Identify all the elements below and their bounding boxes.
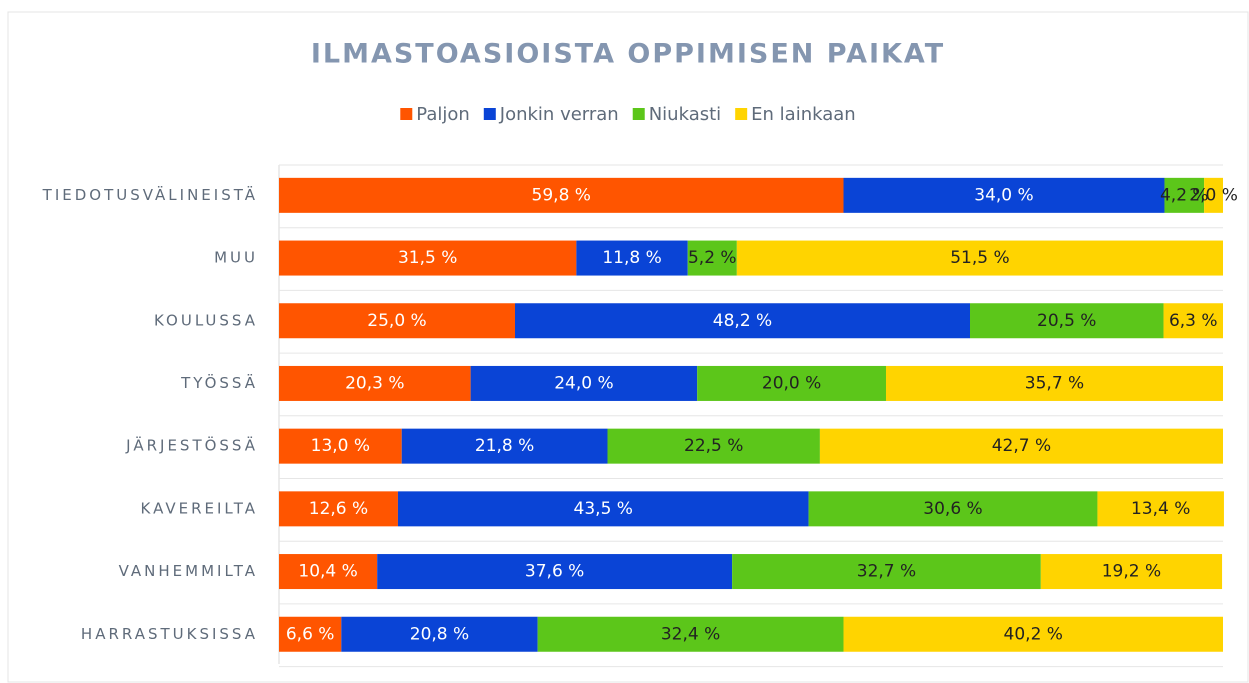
y-tick-label: KOULUSSA (154, 311, 258, 329)
legend-label: Jonkin verran (499, 104, 619, 125)
legend-item: Paljon (400, 104, 470, 125)
bar-segment (279, 616, 342, 652)
bar-segment (607, 428, 820, 464)
bar-segment (397, 491, 809, 527)
chart-title: ILMASTOASIOISTA OPPIMISEN PAIKAT (311, 39, 945, 70)
y-tick-label: HARRASTUKSISSA (81, 625, 258, 643)
y-tick-label: TYÖSSÄ (180, 373, 258, 392)
data-label: 32,7 % (857, 562, 916, 582)
data-label: 37,6 % (525, 562, 584, 582)
data-label: 34,0 % (974, 185, 1033, 205)
bar-segment (341, 616, 538, 652)
bar-segment (401, 428, 608, 464)
legend-swatch (400, 108, 413, 120)
data-label: 25,0 % (367, 311, 426, 331)
y-tick-label: TIEDOTUSVÄLINEISTÄ (42, 185, 258, 204)
legend-swatch (735, 108, 748, 120)
bar-segment (843, 616, 1223, 652)
bar-segment (279, 428, 402, 464)
y-tick-label: KAVEREILTA (141, 499, 259, 517)
bar-segment (1097, 491, 1224, 527)
data-label: 20,3 % (345, 373, 404, 393)
data-label: 13,4 % (1131, 499, 1190, 519)
bar-segment (736, 240, 1223, 276)
data-label: 2,0 % (1189, 185, 1238, 205)
data-label: 21,8 % (475, 436, 534, 456)
data-label: 22,5 % (684, 436, 743, 456)
data-label: 6,3 % (1169, 311, 1218, 331)
bar-segment (808, 491, 1098, 527)
data-label: 35,7 % (1025, 373, 1084, 393)
legend-label: En lainkaan (751, 104, 856, 125)
legend-label: Paljon (416, 104, 470, 125)
bar-segment (470, 365, 698, 401)
bar-segment (819, 428, 1223, 464)
legend-swatch (483, 108, 496, 120)
bar-segment (515, 303, 971, 339)
bar-segment (377, 554, 733, 590)
bar-segment (279, 365, 471, 401)
legend-item: Jonkin verran (483, 104, 619, 125)
data-label: 30,6 % (923, 499, 982, 519)
data-label: 20,0 % (762, 373, 821, 393)
data-label: 20,5 % (1037, 311, 1096, 331)
data-label: 24,0 % (554, 373, 613, 393)
legend-item: Niukasti (632, 104, 721, 125)
bar-segment (970, 303, 1164, 339)
legend-label: Niukasti (649, 104, 721, 125)
data-label: 4,2 % (1160, 185, 1209, 205)
bar-segment (697, 365, 886, 401)
data-label: 42,7 % (992, 436, 1051, 456)
bar-segment (687, 240, 737, 276)
bar-segment (1040, 554, 1223, 590)
legend-item: En lainkaan (735, 104, 856, 125)
data-label: 12,6 % (309, 499, 368, 519)
data-label: 6,6 % (286, 624, 335, 644)
data-label: 5,2 % (688, 248, 737, 268)
bar-segment (279, 554, 378, 590)
bar-segment (885, 365, 1223, 401)
bar-segment (843, 177, 1165, 213)
data-label: 31,5 % (398, 248, 457, 268)
bar-segment (1163, 303, 1223, 339)
data-label: 19,2 % (1102, 562, 1161, 582)
y-tick-label: MUU (214, 249, 258, 267)
bar-segment (279, 177, 844, 213)
y-tick-label: VANHEMMILTA (119, 562, 258, 580)
bar-segment (279, 240, 577, 276)
data-label: 59,8 % (532, 185, 591, 205)
bar-segment (279, 491, 398, 527)
data-label: 11,8 % (602, 248, 661, 268)
legend-swatch (632, 108, 645, 120)
bar-segment (537, 616, 844, 652)
data-label: 13,0 % (311, 436, 370, 456)
bar-segment (1204, 177, 1223, 213)
y-tick-label: JÄRJESTÖSSÄ (125, 436, 258, 455)
data-label: 20,8 % (410, 624, 469, 644)
data-label: 32,4 % (661, 624, 720, 644)
bar-segment (732, 554, 1041, 590)
data-label: 10,4 % (298, 562, 357, 582)
data-label: 40,2 % (1004, 624, 1063, 644)
data-label: 43,5 % (574, 499, 633, 519)
data-label: 51,5 % (950, 248, 1009, 268)
bar-segment (576, 240, 688, 276)
bar-segment (1164, 177, 1205, 213)
data-label: 48,2 % (713, 311, 772, 331)
bar-segment (279, 303, 515, 339)
